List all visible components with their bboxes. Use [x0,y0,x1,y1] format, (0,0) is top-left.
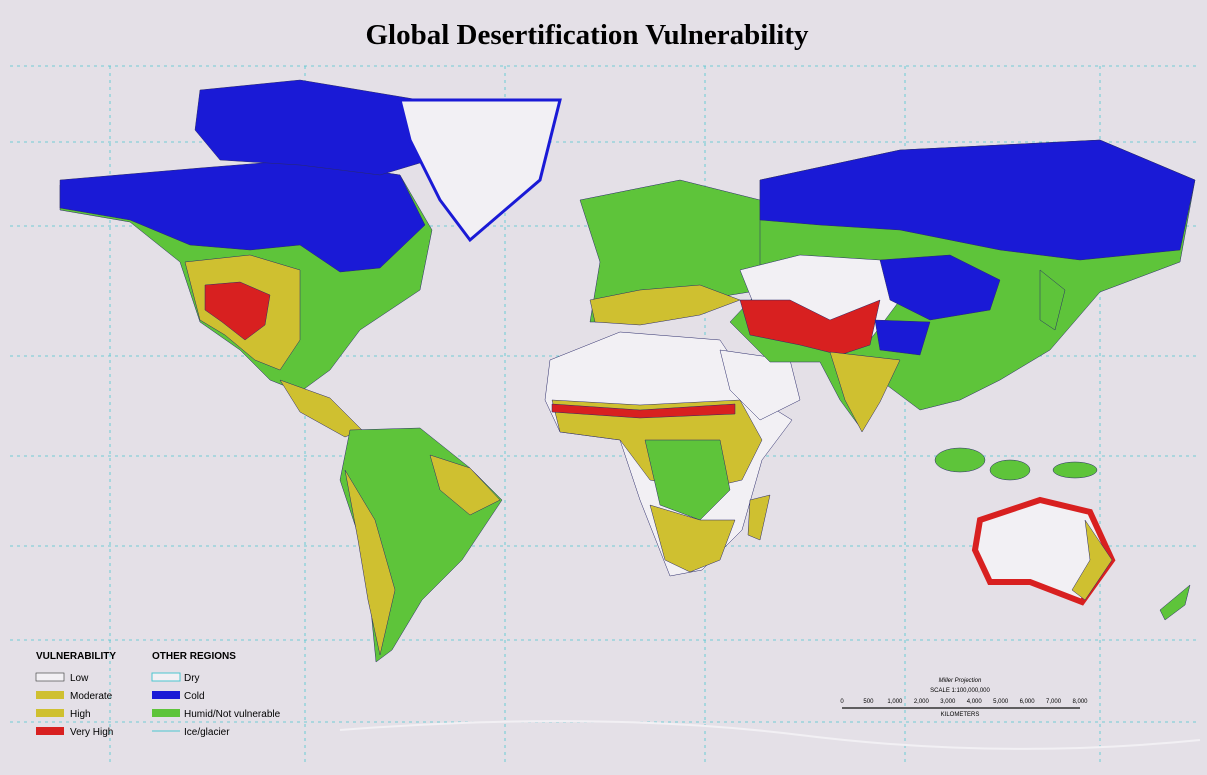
legend-item: Cold [184,691,205,702]
scale-tick-label: 0 [840,699,844,705]
legend-heading: OTHER REGIONS [152,651,236,662]
scale-tick-label: 500 [863,699,874,705]
legend-swatches [35,672,181,735]
legend-item: Humid/Not vulnerable [184,709,281,720]
legend-items: Low Moderate High Very High Dry Cold Humid/Not… [70,673,281,738]
scale-tick-label: 4,000 [967,699,983,705]
legend-item: Ice/glacier [184,727,230,738]
scale-tick-label: 7,000 [1046,699,1062,705]
scale-tick-label: 8,000 [1072,699,1088,705]
scale-ratio: SCALE 1:100,000,000 [930,688,990,694]
legend-item: Moderate [70,691,113,702]
title: Global Desertification Vulnerability [365,19,809,51]
legend-heading: VULNERABILITY [36,651,116,662]
scale-tick-label: 2,000 [914,699,930,705]
legend-item: Very High [70,727,113,738]
scale-unit: KILOMETERS [941,712,980,718]
scale-tick-label: 5,000 [993,699,1009,705]
projection: Miller Projection [939,678,982,684]
scale-tick-label: 3,000 [940,699,956,705]
legend-item: Low [70,673,89,684]
legend-item: Dry [184,673,200,684]
legend-item: High [70,709,91,720]
scale-tick-label: 6,000 [1020,699,1036,705]
land [59,79,1201,750]
scale-ticks: 0 500 1,000 2,000 3,000 4,000 5,000 6,000 7,000 8… [840,699,1088,705]
scale-tick-label: 1,000 [887,699,903,705]
